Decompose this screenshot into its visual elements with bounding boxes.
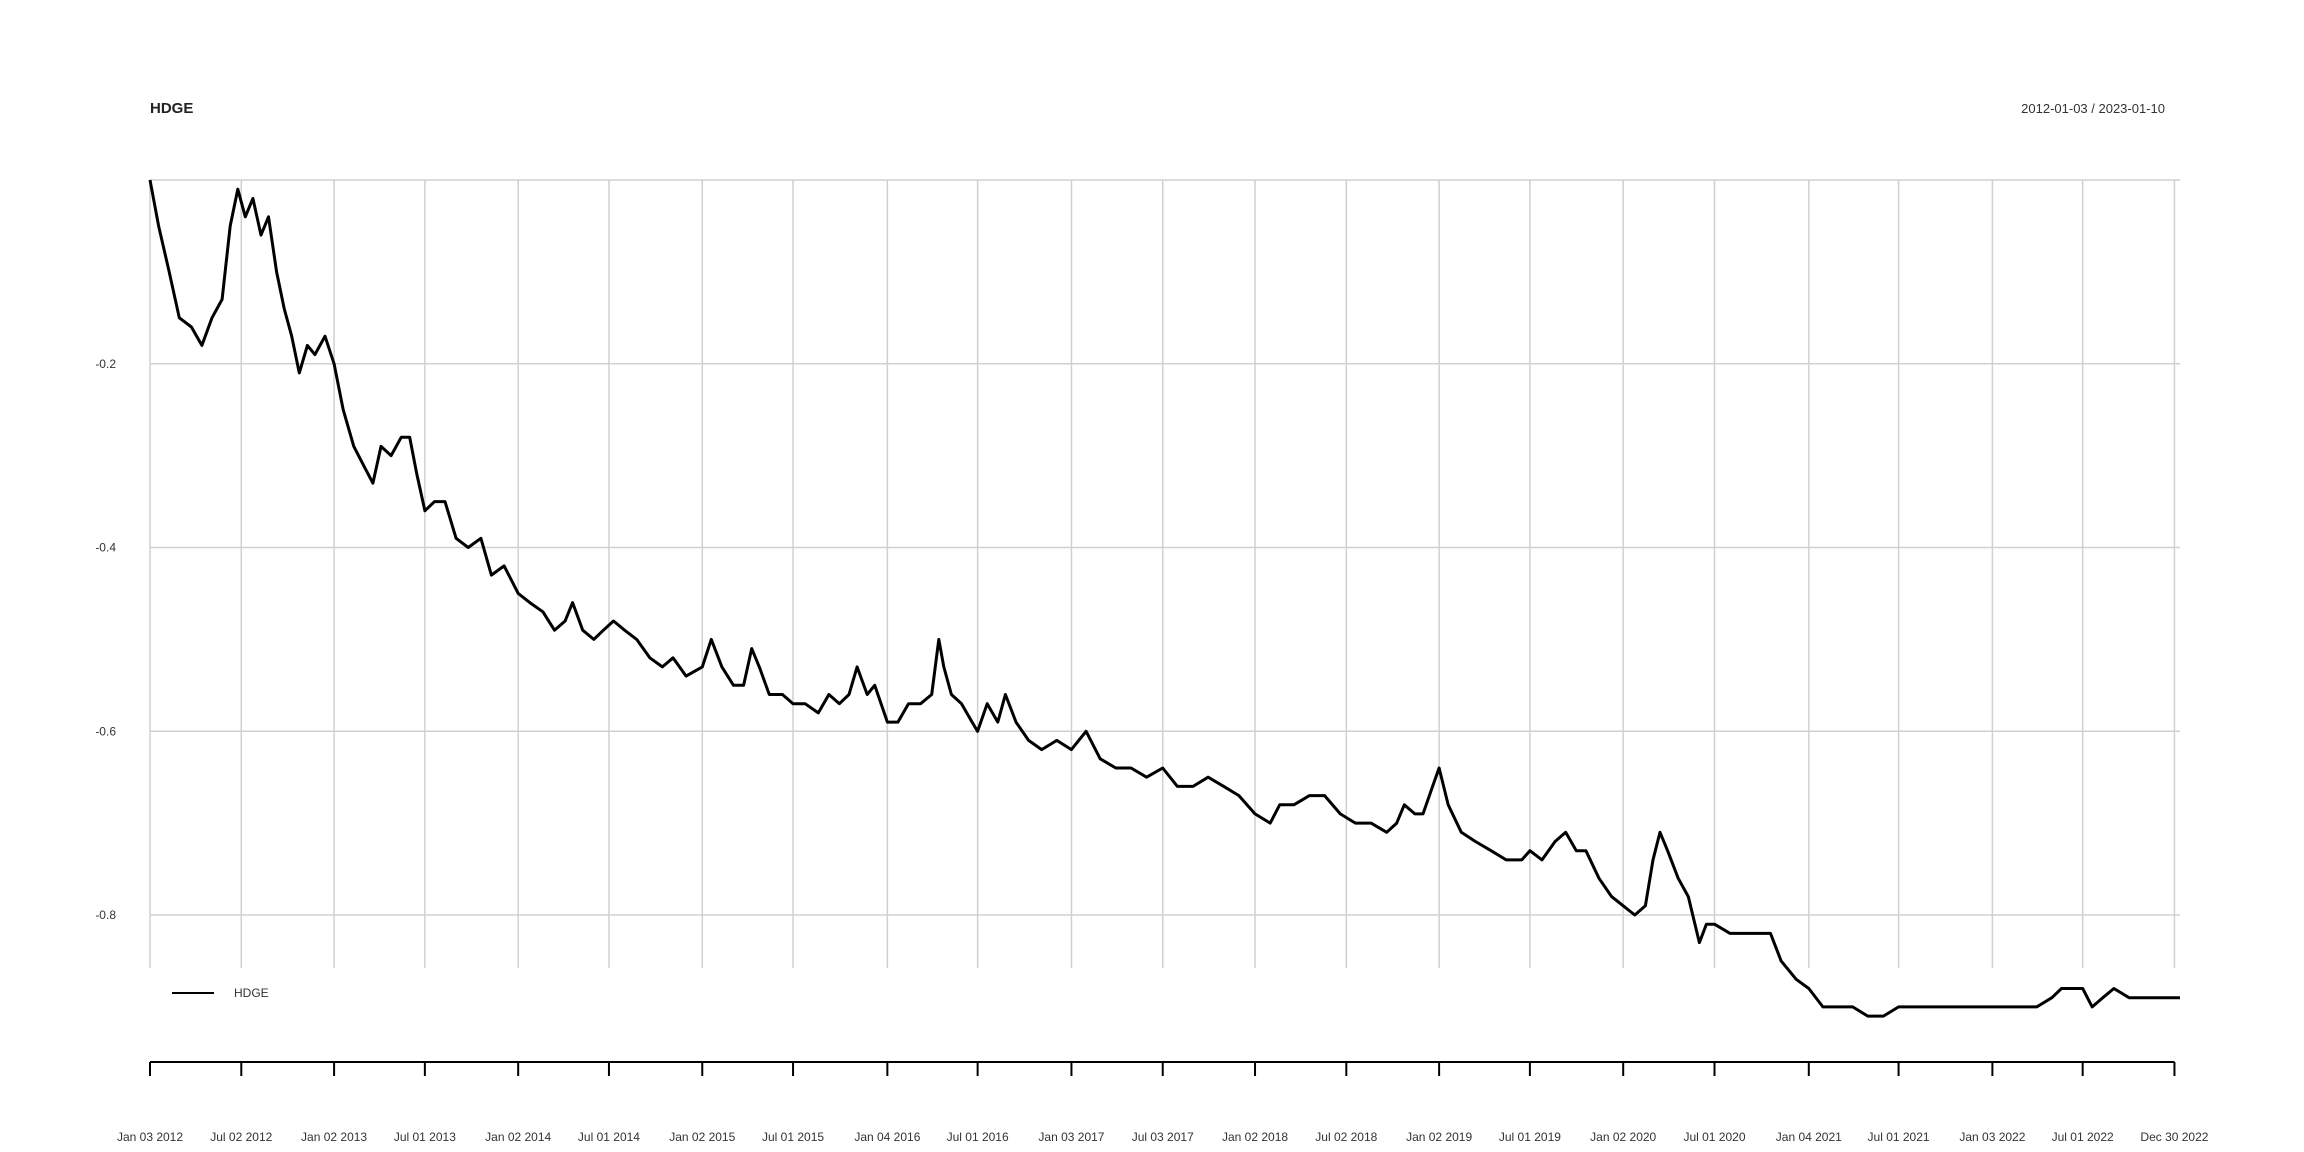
x-tick-label: Jan 02 2020 bbox=[1590, 1130, 1656, 1144]
y-tick-label: -0.2 bbox=[95, 357, 116, 371]
y-tick-label: -0.6 bbox=[95, 724, 116, 738]
x-tick-label: Jan 03 2017 bbox=[1038, 1130, 1104, 1144]
x-tick-label: Jul 02 2012 bbox=[210, 1130, 272, 1144]
x-tick-label: Jan 02 2013 bbox=[301, 1130, 367, 1144]
x-tick-label: Jul 01 2013 bbox=[394, 1130, 456, 1144]
x-tick-label: Jan 02 2014 bbox=[485, 1130, 551, 1144]
x-tick-label: Jul 02 2018 bbox=[1315, 1130, 1377, 1144]
series-line-hdge bbox=[148, 179, 2180, 1018]
x-tick-label: Jan 04 2016 bbox=[854, 1130, 920, 1144]
x-tick-label: Jan 02 2018 bbox=[1222, 1130, 1288, 1144]
x-tick-label: Jan 03 2012 bbox=[117, 1130, 183, 1144]
chart-title: HDGE bbox=[150, 100, 193, 117]
y-tick-label: -0.4 bbox=[95, 541, 116, 555]
x-tick-label: Jan 04 2021 bbox=[1776, 1130, 1842, 1144]
y-tick-label: -0.8 bbox=[95, 908, 116, 922]
x-tick-label: Jul 01 2015 bbox=[762, 1130, 824, 1144]
date-range-label: 2012-01-03 / 2023-01-10 bbox=[2021, 101, 2165, 116]
x-tick-label: Jul 01 2014 bbox=[578, 1130, 640, 1144]
legend-label: HDGE bbox=[234, 986, 269, 1000]
series-layer bbox=[148, 179, 2180, 1018]
x-axis: Jan 03 2012 Jul 02 2012 Jan 02 2013 Jul 01 … bbox=[117, 1061, 2209, 1144]
x-tick-label: Jul 01 2022 bbox=[2052, 1130, 2114, 1144]
y-tick-labels: -0.2 -0.4 -0.6 -0.8 bbox=[95, 357, 116, 922]
grid-layer bbox=[149, 179, 2180, 968]
x-tick-label: Dec 30 2022 bbox=[2140, 1130, 2208, 1144]
x-tick-label: Jan 03 2022 bbox=[1959, 1130, 2025, 1144]
x-tick-label: Jul 01 2020 bbox=[1683, 1130, 1745, 1144]
x-tick-label: Jul 01 2021 bbox=[1868, 1130, 1930, 1144]
x-tick-label: Jul 03 2017 bbox=[1132, 1130, 1194, 1144]
x-tick-label: Jan 02 2019 bbox=[1406, 1130, 1472, 1144]
x-tick-label: Jan 02 2015 bbox=[669, 1130, 735, 1144]
x-tick-label: Jul 01 2019 bbox=[1499, 1130, 1561, 1144]
x-tick-label: Jul 01 2016 bbox=[947, 1130, 1009, 1144]
legend: HDGE bbox=[172, 986, 269, 1000]
